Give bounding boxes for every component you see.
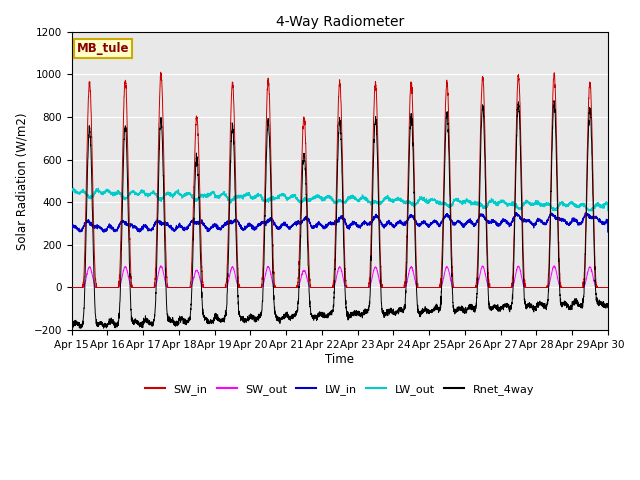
Title: 4-Way Radiometer: 4-Way Radiometer (276, 15, 404, 29)
Y-axis label: Solar Radiation (W/m2): Solar Radiation (W/m2) (15, 112, 28, 250)
Legend: SW_in, SW_out, LW_in, LW_out, Rnet_4way: SW_in, SW_out, LW_in, LW_out, Rnet_4way (140, 380, 539, 399)
Text: MB_tule: MB_tule (77, 42, 129, 55)
X-axis label: Time: Time (325, 353, 354, 366)
